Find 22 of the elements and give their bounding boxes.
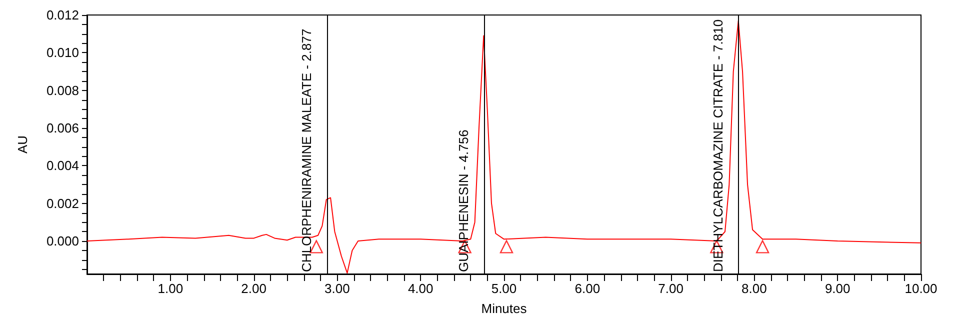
x-tick-label: 3.00 <box>324 281 350 296</box>
ref-line-label: CHLORPHENIRAMINE MALEATE - 2.877 <box>299 28 314 272</box>
x-tick-label: 8.00 <box>742 281 767 296</box>
y-tick-label: 0.000 <box>46 234 79 249</box>
x-axis-title: Minutes <box>481 301 528 316</box>
y-tick-label: 0.002 <box>46 196 79 211</box>
x-tick-label: 9.00 <box>824 281 850 296</box>
x-tick-label: 10.00 <box>904 281 938 296</box>
x-tick-label: 6.00 <box>574 281 600 296</box>
x-tick-label: 2.00 <box>241 281 266 296</box>
y-tick-label: 0.010 <box>46 45 79 60</box>
y-tick-label: 0.008 <box>46 82 79 98</box>
y-axis-title: AU <box>15 135 30 154</box>
y-tick-label: 0.004 <box>46 158 79 174</box>
ref-line-label: GUAIPHENESIN - 4.756 <box>456 130 471 272</box>
x-tick-label: 5.00 <box>491 281 517 296</box>
x-tick-label: 7.00 <box>658 281 684 296</box>
ref-line-label: DIETHYLCARBOMAZINE CITRATE - 7.810 <box>710 19 726 272</box>
x-tick-label: 1.00 <box>158 281 184 296</box>
y-tick-label: 0.012 <box>46 8 79 22</box>
y-tick-label: 0.006 <box>46 120 79 136</box>
x-tick-label: 4.00 <box>408 281 434 296</box>
